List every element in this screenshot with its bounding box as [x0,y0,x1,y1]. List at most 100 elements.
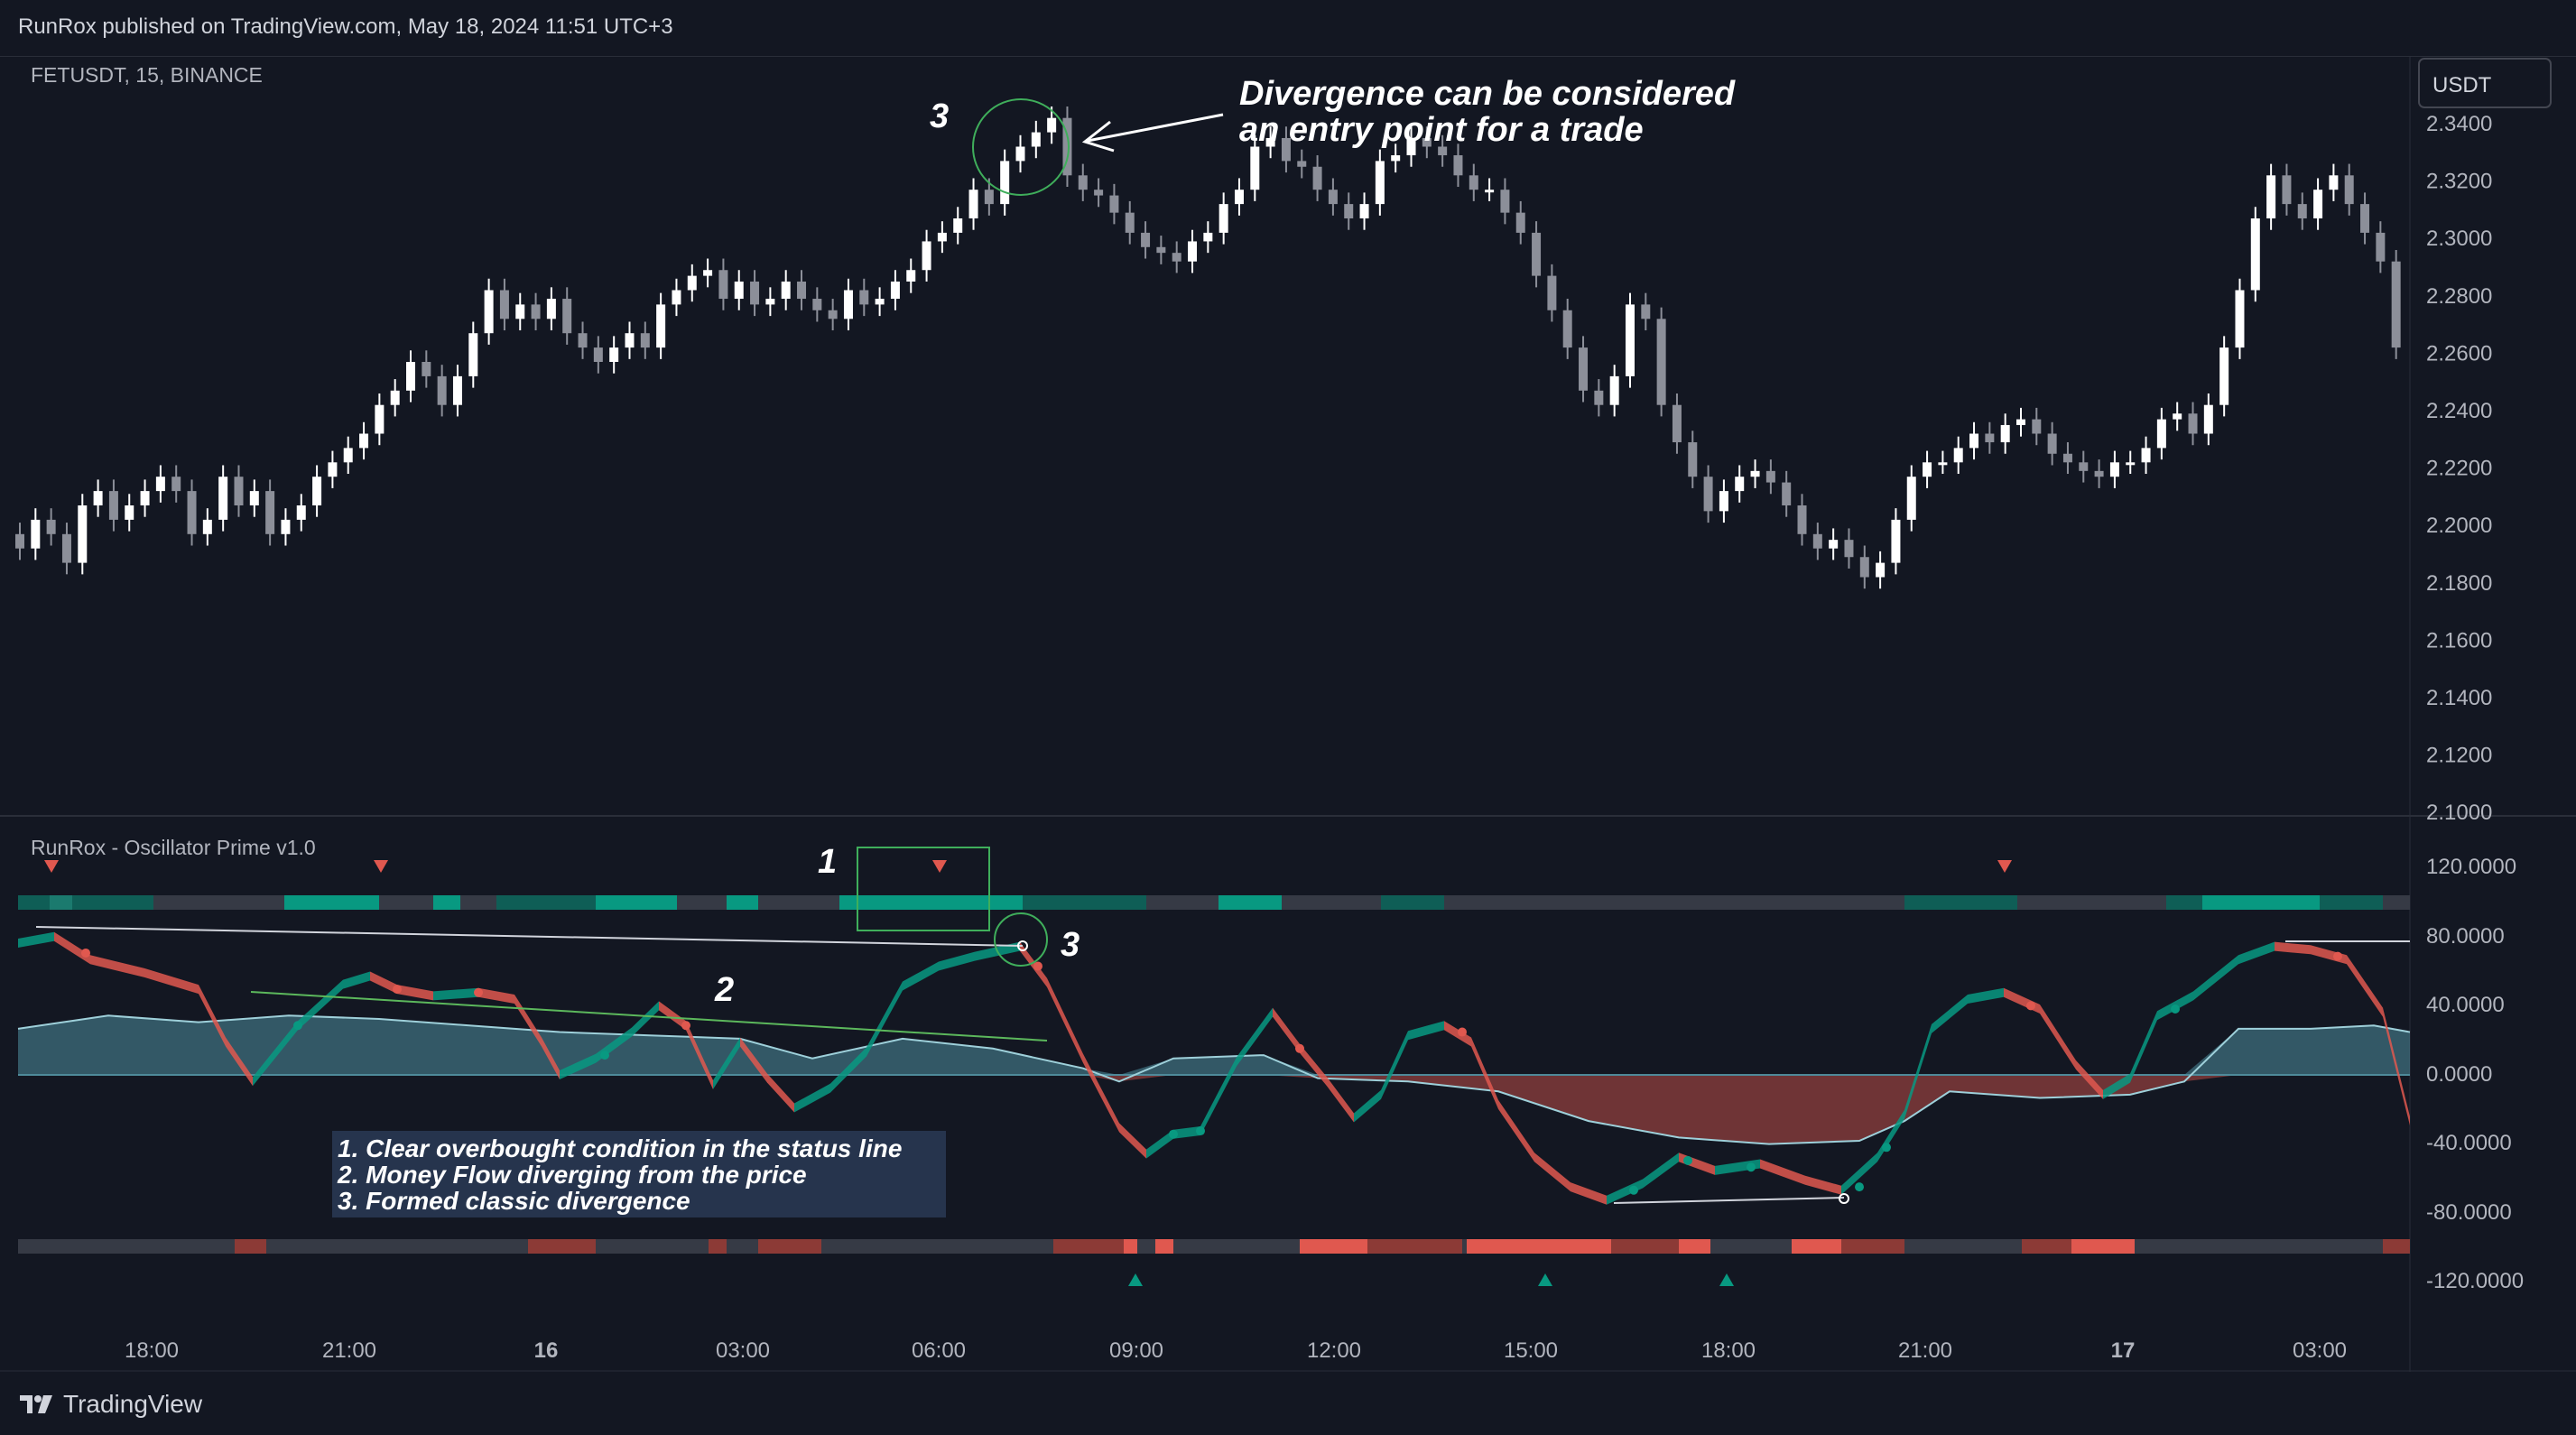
candle-body [1594,390,1604,405]
candle-body [1985,433,1995,443]
candle-body [812,299,822,310]
candle-body [202,519,212,534]
oscillator-band-segment [1408,1021,1444,1041]
candle-body [2156,419,2166,449]
oscillator-band-segment [90,955,144,977]
status-segment [2383,1239,2410,1254]
status-segment [727,895,758,910]
candle-body [1515,212,1525,233]
candle-body [2047,433,2057,454]
buy-signal-icon [1719,1273,1734,1286]
oscillator-band-segment [2275,941,2311,955]
candle-body [609,347,619,362]
brand-name: TradingView [63,1390,203,1418]
candle-body [328,462,338,477]
tradingview-brand[interactable]: TradingView [18,1390,202,1419]
candle-body [1765,470,1775,483]
oscillator-band-segment [298,979,343,1031]
candle-body [1391,155,1401,162]
chart-area[interactable]: FETUSDT, 15, BINANCE USDT 2.3400 2.3200 2.… [0,56,2576,1373]
status-segment [1841,1239,1904,1254]
marker-3-osc: 3 [1061,926,1080,964]
candle-body [1609,375,1619,405]
candle-body [2094,470,2104,477]
time-tick-label: 09:00 [1109,1338,1163,1363]
status-segment [433,895,460,910]
oscillator-band-segment [866,981,903,1057]
money-flow-negative-area [18,1075,2410,1144]
oscillator-band-segment [1904,1023,1932,1119]
candle-body [2266,175,2276,218]
chart-canvas[interactable]: FETUSDT, 15, BINANCE USDT 2.34002.32002.… [0,57,2576,1373]
candle-body [281,519,291,534]
oscillator-band-segment [794,1083,830,1113]
price-tick-label: 2.1400 [2426,686,2492,710]
oscillator-band-segment [1300,1043,1327,1087]
published-info: RunRox published on TradingView.com, May… [18,14,673,39]
status-segment [839,895,1023,910]
time-tick-label: 03:00 [2293,1338,2347,1363]
oscillator-band-segment [2347,955,2383,1017]
sell-signal-icon [932,860,947,873]
buy-signal-icon [1538,1273,1552,1286]
oscillator-band-segment [1498,1099,1534,1162]
oscillator-dot [1882,1143,1891,1153]
price-tick-label: 2.2200 [2426,457,2492,481]
oscillator-band-segment [370,971,397,995]
oscillator-band-segment [433,987,478,1001]
tradingview-logo-icon [20,1395,52,1413]
candle-body [781,281,791,300]
time-tick-label: 18:00 [1701,1338,1756,1363]
candle-body [171,477,181,492]
highlight-circle-osc [994,912,1048,967]
time-tick-label: 03:00 [716,1338,770,1363]
marker-2: 2 [714,971,734,1009]
currency-button[interactable]: USDT [2418,58,2552,108]
oscillator-band-segment [2076,1060,2103,1099]
candle-body [843,290,853,319]
oscillator-dot [81,948,90,958]
candle-body [593,347,603,362]
time-tick-label: 06:00 [912,1338,966,1363]
candle-body [1188,241,1198,262]
oscillator-dot [1855,1182,1864,1192]
candle-body [1234,190,1244,205]
symbol-label: FETUSDT, 15, BINANCE [31,63,263,87]
oscillator-band-segment [1444,1021,1471,1047]
publish-header: RunRox published on TradingView.com, May… [0,0,2576,56]
oscillator-band-segment [1805,1175,1841,1195]
status-segment [1381,895,1444,910]
oscillator-band-segment [1571,1182,1607,1205]
candle-body [155,477,165,492]
candle-body [687,275,697,291]
status-line-bottom [18,1239,2410,1254]
oscillator-band-segment [1119,1123,1146,1159]
candle-body [890,281,900,300]
oscillator-band-segment [343,971,370,989]
candle-body [234,477,244,505]
highlight-circle-price [972,98,1070,196]
candle-body [1812,533,1822,549]
buy-signal-icon [1128,1273,1143,1286]
candle-body [375,404,385,434]
oscillator-band-segment [1173,1126,1200,1139]
status-segment [1053,1239,1124,1254]
legend-box: 1. Clear overbought condition in the sta… [332,1131,946,1217]
oscillator-band-segment [1932,995,1968,1033]
candle-body [1344,204,1354,218]
oscillator-band-segment [1237,1007,1273,1067]
price-tick-label: 2.1200 [2426,744,2492,768]
status-segment [18,895,50,910]
candle-body [2032,419,2042,434]
candle-body [484,290,494,334]
divergence-point [1017,940,1028,951]
candle-body [1923,462,1932,477]
marker-3-price: 3 [930,97,949,135]
candle-body [1735,477,1745,492]
divergence-line-bottom [1613,1197,1845,1204]
candle-body [1297,161,1307,167]
oscillator-band-segment [54,931,90,965]
status-line-top [18,895,2410,910]
price-tick-label: 2.2600 [2426,341,2492,366]
candle-body [15,533,24,549]
